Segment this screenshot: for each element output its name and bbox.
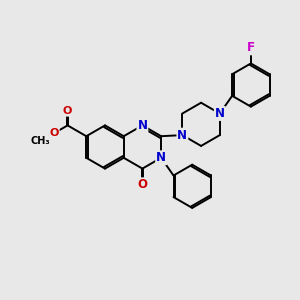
Text: N: N [137,119,147,132]
Text: N: N [215,107,225,120]
Text: N: N [156,151,166,164]
Text: O: O [50,128,59,138]
Text: CH₃: CH₃ [31,136,50,146]
Text: F: F [247,41,255,54]
Text: O: O [63,106,72,116]
Text: O: O [137,178,147,191]
Text: N: N [177,129,188,142]
